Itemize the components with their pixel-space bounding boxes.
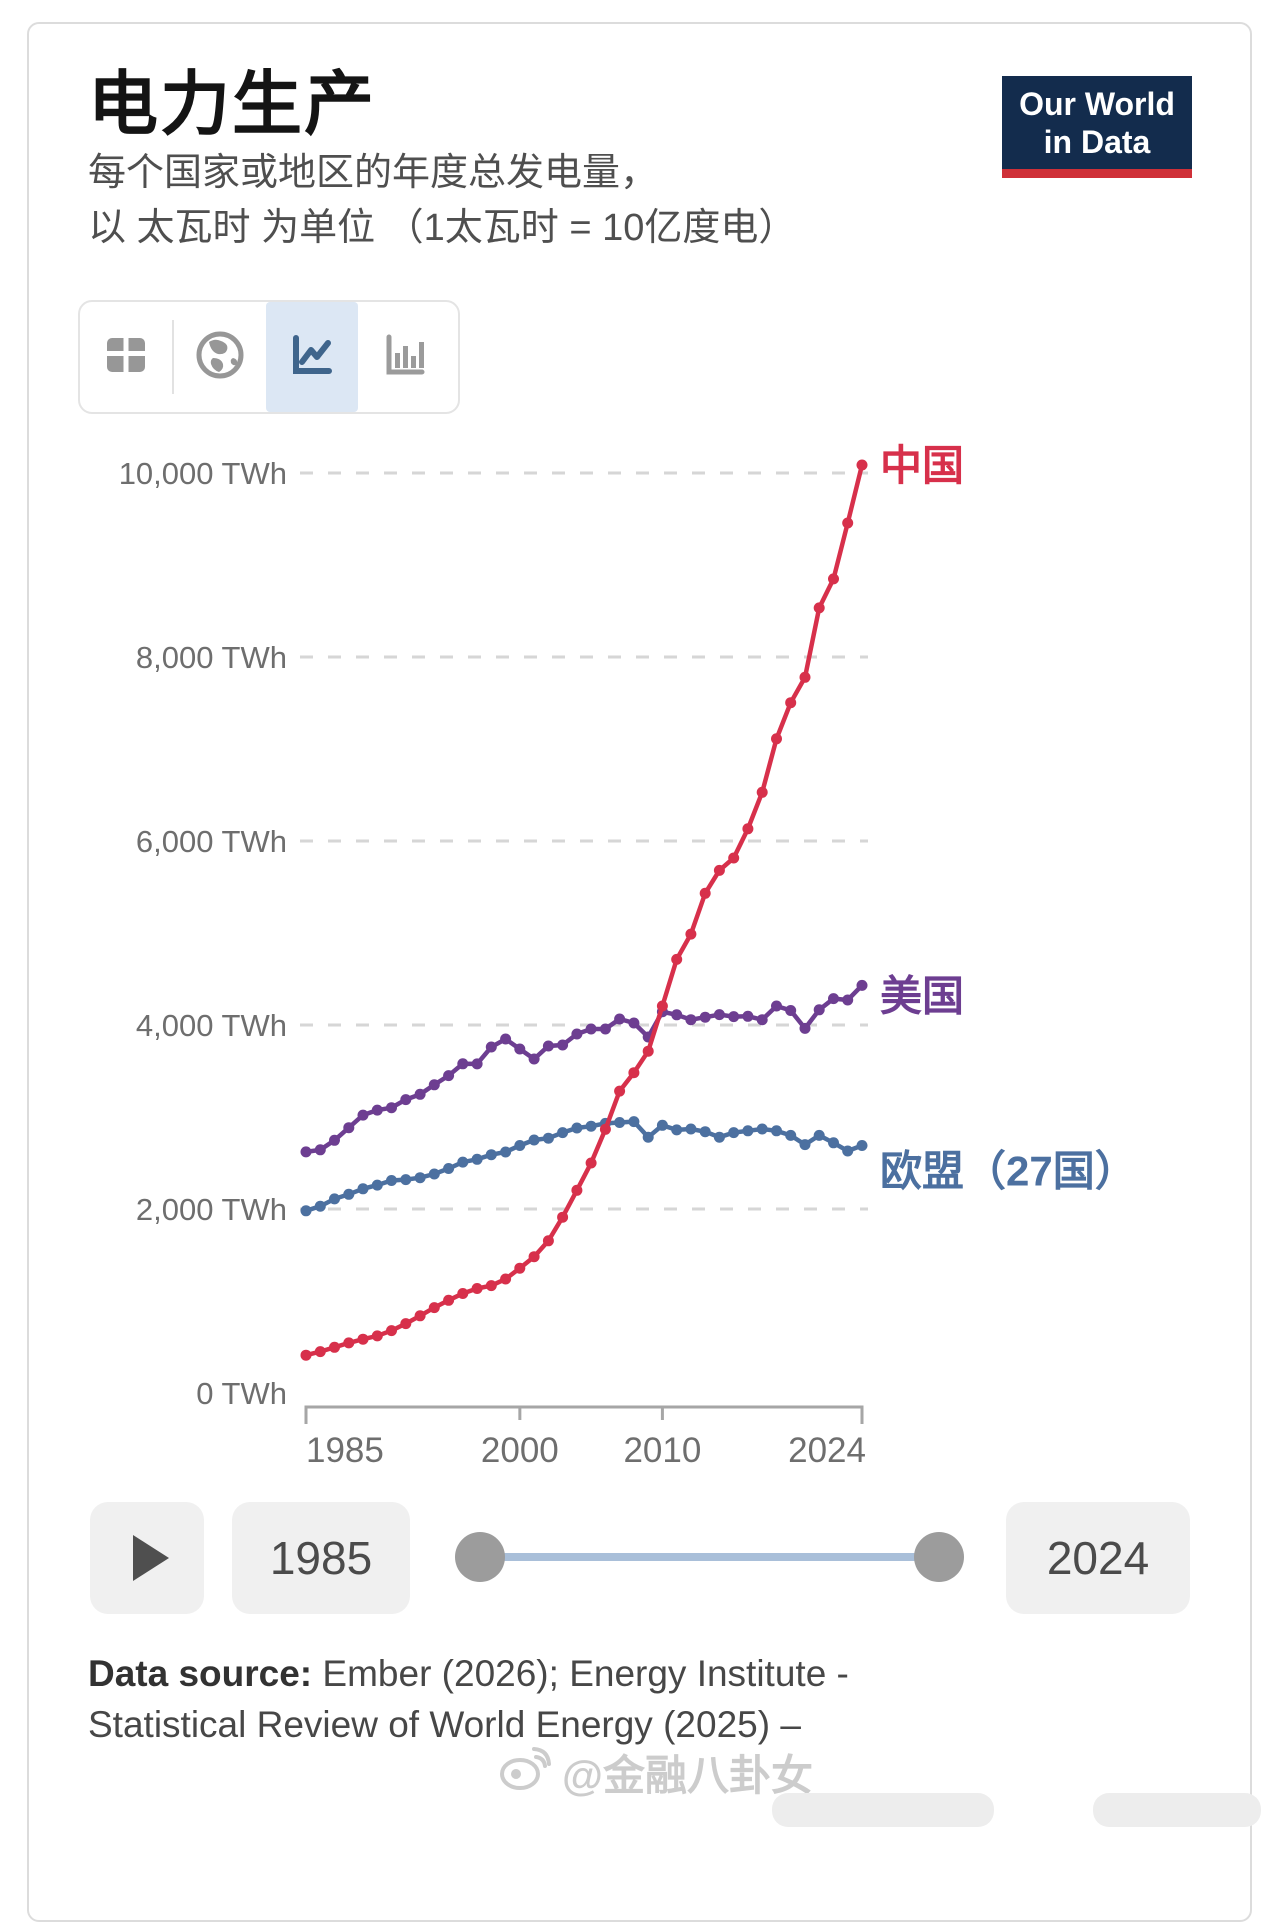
page-title: 电力生产 bbox=[88, 65, 376, 143]
tab-map-view[interactable] bbox=[174, 302, 266, 412]
tab-line-chart-view[interactable] bbox=[266, 302, 358, 412]
timeline-slider-track[interactable] bbox=[478, 1553, 938, 1561]
view-switcher-toolbar bbox=[78, 300, 460, 414]
tab-bar-chart-view[interactable] bbox=[358, 302, 450, 412]
owid-logo-red-bar bbox=[1002, 169, 1192, 178]
timeline-slider-handle-end[interactable] bbox=[914, 1532, 964, 1582]
tab-table-view[interactable] bbox=[80, 302, 172, 412]
owid-logo-text: Our World in Data bbox=[1002, 76, 1192, 169]
data-source-note: Data source: Ember (2026); Energy Instit… bbox=[88, 1648, 1048, 1750]
subtitle-line2: 以 太瓦时 为单位 （1太瓦时 = 10亿度电） bbox=[88, 207, 797, 249]
chart-subtitle: 每个国家或地区的年度总发电量， 以 太瓦时 为单位 （1太瓦时 = 10亿度电） bbox=[88, 146, 796, 256]
data-source-line2: Statistical Review of World Energy (2025… bbox=[88, 1704, 801, 1745]
table-icon bbox=[102, 331, 150, 384]
watermark: @金融八卦女 bbox=[498, 1742, 813, 1803]
watermark-text: @金融八卦女 bbox=[562, 1752, 813, 1799]
owid-logo-line2: in Data bbox=[1043, 123, 1151, 160]
cropped-button-stub bbox=[1093, 1793, 1261, 1827]
timeline-slider-handle-start[interactable] bbox=[455, 1532, 505, 1582]
globe-icon bbox=[195, 330, 245, 385]
bar-chart-icon bbox=[380, 331, 428, 384]
owid-logo: Our World in Data bbox=[1002, 76, 1192, 178]
subtitle-line1: 每个国家或地区的年度总发电量， bbox=[88, 152, 659, 194]
data-source-label: Data source: bbox=[88, 1653, 313, 1694]
data-source-line1: Ember (2026); Energy Institute - bbox=[312, 1653, 849, 1694]
end-year-button[interactable]: 2024 bbox=[1006, 1502, 1190, 1614]
owid-logo-line1: Our World bbox=[1019, 85, 1175, 122]
start-year-button[interactable]: 1985 bbox=[232, 1502, 410, 1614]
line-chart-icon bbox=[287, 330, 337, 385]
play-button[interactable] bbox=[90, 1502, 204, 1614]
toolbar-divider bbox=[172, 320, 174, 394]
weibo-icon bbox=[498, 1745, 552, 1801]
cropped-button-stub bbox=[772, 1793, 994, 1827]
play-icon bbox=[133, 1535, 169, 1581]
